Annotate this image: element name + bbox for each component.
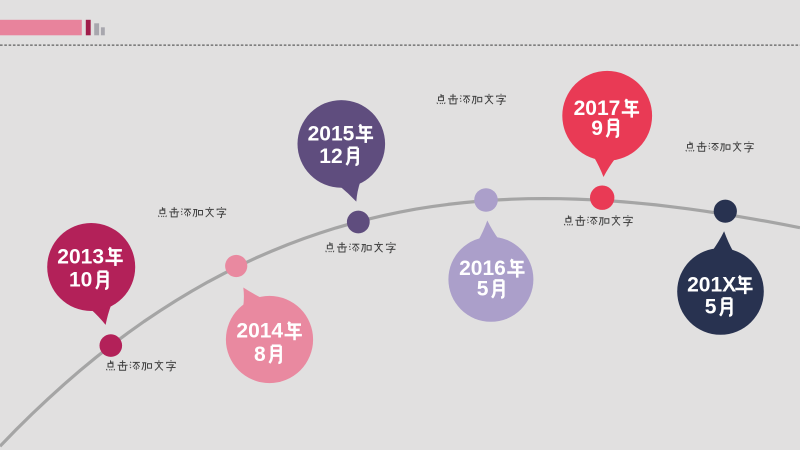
svg-text:5: 5 xyxy=(477,278,489,301)
svg-text:2016: 2016 xyxy=(459,257,506,280)
svg-text:10: 10 xyxy=(69,269,92,292)
svg-text:2013: 2013 xyxy=(57,245,104,268)
svg-text:2015: 2015 xyxy=(308,122,355,145)
svg-text:8: 8 xyxy=(254,343,266,366)
svg-text:5: 5 xyxy=(705,296,717,319)
svg-text:12: 12 xyxy=(319,145,342,168)
svg-text:201X: 201X xyxy=(687,274,736,297)
svg-text:9: 9 xyxy=(591,117,603,140)
svg-text:2014: 2014 xyxy=(236,320,283,343)
svg-text:2017: 2017 xyxy=(574,97,621,120)
